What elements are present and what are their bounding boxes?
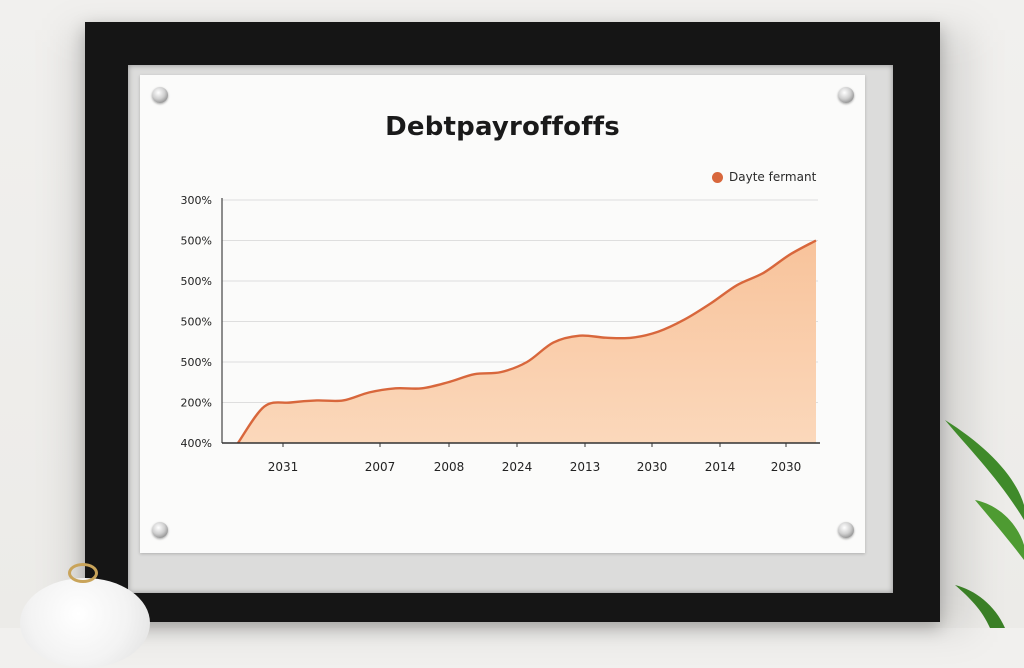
axis-layer [221,198,820,447]
pin-bottom-right [838,522,854,538]
y-tick-label: 500% [181,275,212,288]
chart-title: Debtpayroffoffs [385,112,620,142]
area-layer [237,239,817,444]
x-tick-label: 2030 [771,460,802,474]
series-area [238,240,816,443]
legend-label: Dayte fermant [729,170,817,184]
y-tick-label: 300% [181,194,212,207]
y-tick-label: 500% [181,235,212,248]
x-tick-label: 2008 [434,460,465,474]
pin-bottom-left [152,522,168,538]
vase-decoration [20,578,150,668]
chart-legend: Dayte fermant [712,170,816,184]
x-tick-label: 2030 [637,460,668,474]
pin-top-right [838,87,854,103]
x-tick-label: 2014 [705,460,736,474]
y-tick-label: 500% [181,356,212,369]
y-tick-label: 500% [181,316,212,329]
label-layer: 400% 200% 500% 500% 500% 500% 300% 2031 2007 2008… [181,194,802,474]
y-tick-label: 400% [181,437,212,450]
vase-ring-decoration [68,563,98,583]
x-tick-label: 2007 [365,460,396,474]
legend-swatch [712,171,723,183]
y-tick-label: 200% [181,397,212,410]
x-tick-label: 2031 [268,460,299,474]
area-chart: 400% 200% 500% 500% 500% 500% 300% 2031 2007 2008… [181,194,820,474]
series-line [237,239,817,444]
plant-decoration [945,420,1024,628]
pin-top-left [152,87,168,103]
x-tick-label: 2013 [570,460,601,474]
x-tick-label: 2024 [502,460,533,474]
